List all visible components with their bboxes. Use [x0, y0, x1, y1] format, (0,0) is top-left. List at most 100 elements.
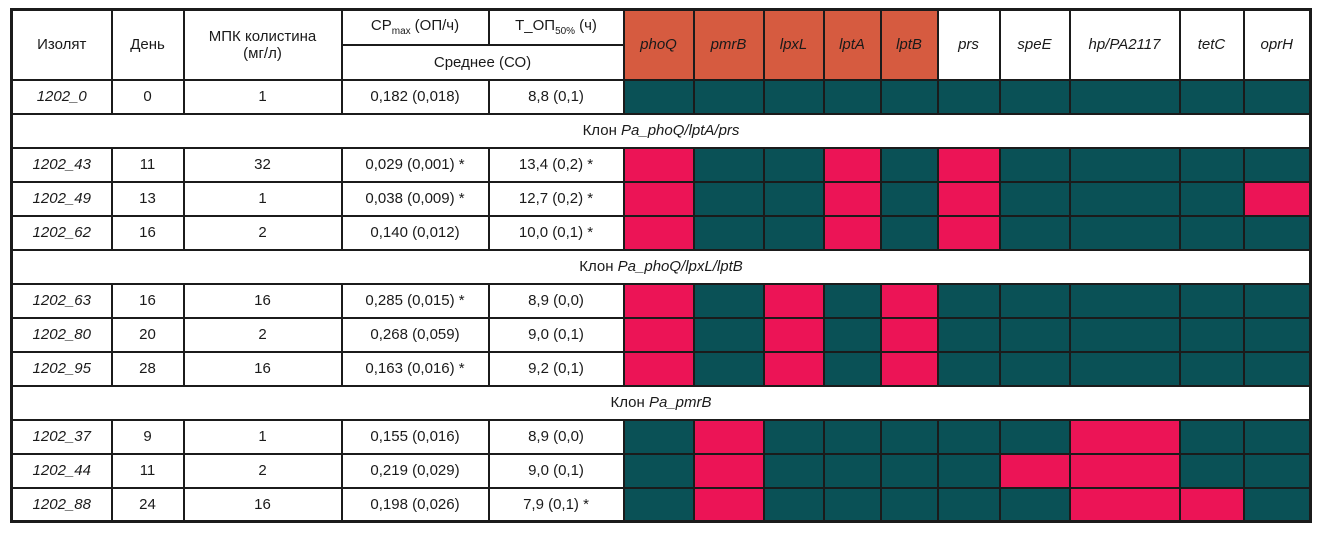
gene-status-cell: [936, 486, 1001, 523]
mic-cell: 2: [182, 214, 343, 251]
clone-section-prefix: Клон: [610, 394, 649, 411]
day-cell: 0: [110, 78, 185, 115]
mic-cell: 1: [182, 418, 343, 455]
gene-status-cell: [692, 316, 765, 353]
gene-status-cell: [1068, 214, 1181, 251]
gene-status-cell: [1178, 78, 1245, 115]
gene-column-header-oprH: oprH: [1242, 8, 1312, 81]
isolate-row: 1202_80 20 2 0,268 (0,059) 9,0 (0,1): [10, 316, 1312, 353]
clone-section-label: Клон Pa_pmrB: [10, 384, 1312, 421]
day-cell: 9: [110, 418, 185, 455]
clone-name: Pa_phoQ/lptA/prs: [621, 122, 740, 139]
gene-status-cell: [1242, 486, 1312, 523]
gene-status-cell: [822, 214, 882, 251]
gene-status-cell: [1178, 452, 1245, 489]
gene-status-cell: [762, 214, 825, 251]
gene-status-cell: [1068, 452, 1181, 489]
gene-status-cell: [936, 316, 1001, 353]
gene-status-cell: [692, 350, 765, 387]
gene-status-cell: [622, 146, 695, 183]
mean-sd-subheader: Среднее (СО): [340, 43, 625, 81]
top50-cell: 9,0 (0,1): [487, 452, 625, 489]
clone-name: Pa_phoQ/lpxL/lptB: [617, 258, 743, 275]
top50-cell: 9,0 (0,1): [487, 316, 625, 353]
gene-status-cell: [692, 418, 765, 455]
cpmax-cell: 0,140 (0,012): [340, 214, 490, 251]
mic-column-header: МПК колистина (мг/л): [182, 8, 343, 81]
gene-status-cell: [762, 180, 825, 217]
isolate-row: 1202_43 11 32 0,029 (0,001) * 13,4 (0,2) *: [10, 146, 1312, 183]
isolate-cell: 1202_80: [10, 316, 113, 353]
gene-status-cell: [762, 452, 825, 489]
gene-status-cell: [1242, 214, 1312, 251]
cpmax-label: СР: [370, 17, 392, 35]
mic-cell: 16: [182, 350, 343, 387]
gene-status-cell: [822, 282, 882, 319]
gene-status-cell: [692, 282, 765, 319]
day-cell: 13: [110, 180, 185, 217]
mic-cell: 1: [182, 180, 343, 217]
top50-cell: 8,9 (0,0): [487, 282, 625, 319]
gene-status-cell: [822, 418, 882, 455]
gene-status-cell: [1178, 316, 1245, 353]
mic-cell: 16: [182, 282, 343, 319]
cpmax-unit: (ОП/ч): [414, 17, 460, 35]
isolate-row: 1202_44 11 2 0,219 (0,029) 9,0 (0,1): [10, 452, 1312, 489]
mic-cell: 32: [182, 146, 343, 183]
gene-status-cell: [822, 316, 882, 353]
isolate-cell: 1202_44: [10, 452, 113, 489]
isolate-cell: 1202_37: [10, 418, 113, 455]
isolate-row: 1202_37 9 1 0,155 (0,016) 8,9 (0,0): [10, 418, 1312, 455]
gene-status-cell: [622, 350, 695, 387]
clone-section-prefix: Клон: [579, 258, 618, 275]
mutation-table: Изолят День МПК колистина (мг/л) СРmax (О…: [10, 8, 1312, 523]
cpmax-cell: 0,198 (0,026): [340, 486, 490, 523]
day-cell: 28: [110, 350, 185, 387]
gene-status-cell: [1068, 418, 1181, 455]
gene-status-cell: [1068, 78, 1181, 115]
gene-status-cell: [1068, 486, 1181, 523]
gene-status-cell: [879, 316, 939, 353]
gene-status-cell: [762, 282, 825, 319]
gene-status-cell: [1242, 418, 1312, 455]
gene-status-cell: [998, 418, 1071, 455]
gene-status-cell: [998, 350, 1071, 387]
gene-status-cell: [822, 146, 882, 183]
gene-status-cell: [1068, 316, 1181, 353]
isolate-row: 1202_49 13 1 0,038 (0,009) * 12,7 (0,2) *: [10, 180, 1312, 217]
gene-status-cell: [879, 180, 939, 217]
cpmax-column-header: СРmax (ОП/ч): [340, 8, 490, 46]
gene-status-cell: [1242, 350, 1312, 387]
isolate-cell: 1202_63: [10, 282, 113, 319]
gene-status-cell: [1242, 180, 1312, 217]
gene-status-cell: [762, 486, 825, 523]
isolate-cell: 1202_49: [10, 180, 113, 217]
gene-status-cell: [998, 316, 1071, 353]
gene-status-cell: [936, 452, 1001, 489]
gene-column-header-phoQ: phoQ: [622, 8, 695, 81]
top50-cell: 12,7 (0,2) *: [487, 180, 625, 217]
gene-status-cell: [692, 486, 765, 523]
gene-status-cell: [622, 78, 695, 115]
gene-status-cell: [879, 78, 939, 115]
isolate-cell: 1202_0: [10, 78, 113, 115]
cpmax-cell: 0,268 (0,059): [340, 316, 490, 353]
gene-status-cell: [622, 418, 695, 455]
gene-column-header-lpxL: lpxL: [762, 8, 825, 81]
gene-status-cell: [822, 452, 882, 489]
gene-status-cell: [936, 214, 1001, 251]
gene-status-cell: [1178, 146, 1245, 183]
day-cell: 16: [110, 282, 185, 319]
gene-status-cell: [879, 214, 939, 251]
isolate-row: 1202_95 28 16 0,163 (0,016) * 9,2 (0,1): [10, 350, 1312, 387]
isolate-cell: 1202_88: [10, 486, 113, 523]
gene-status-cell: [1242, 316, 1312, 353]
gene-status-cell: [936, 282, 1001, 319]
gene-status-cell: [936, 418, 1001, 455]
gene-status-cell: [1242, 452, 1312, 489]
gene-status-cell: [998, 146, 1071, 183]
day-cell: 24: [110, 486, 185, 523]
isolate-row: 1202_63 16 16 0,285 (0,015) * 8,9 (0,0): [10, 282, 1312, 319]
header-row-1: Изолят День МПК колистина (мг/л) СРmax (О…: [10, 8, 1312, 81]
isolate-cell: 1202_43: [10, 146, 113, 183]
